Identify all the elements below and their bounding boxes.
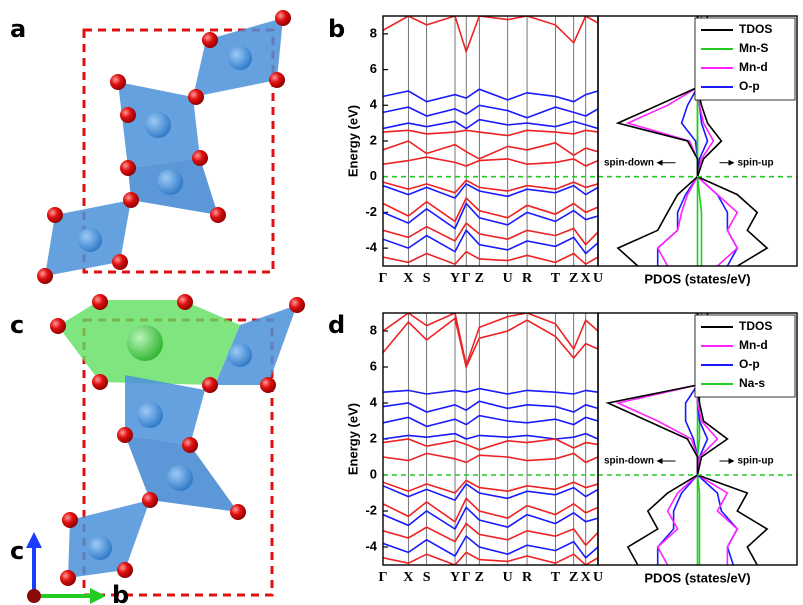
y-tick-label: -2	[365, 502, 377, 517]
bands	[383, 313, 598, 565]
annotation: spin-up	[738, 456, 774, 467]
dos-line	[618, 313, 698, 565]
y-tick-label: -2	[365, 204, 377, 219]
x-tick-label: T	[551, 271, 561, 286]
y-tick-label: -4	[365, 240, 377, 255]
x-tick-label: Z	[475, 271, 484, 286]
y-tick-label: 8	[370, 322, 377, 337]
x-axis-title: PDOS (states/eV)	[644, 271, 750, 286]
band-line	[383, 141, 598, 159]
band-line	[383, 552, 598, 565]
axis-label: c	[10, 537, 24, 565]
x-axis-title: PDOS (states/eV)	[644, 570, 750, 585]
band-line	[383, 313, 598, 365]
panel-label: d	[328, 311, 345, 339]
dos-line	[608, 313, 698, 565]
x-tick-label: U	[593, 271, 603, 286]
x-tick-label: X	[581, 271, 591, 286]
band-line	[383, 453, 598, 462]
band-line	[383, 130, 598, 135]
bands	[383, 16, 598, 264]
legend-label: Na-s	[739, 376, 765, 390]
x-tick-label: X	[403, 271, 413, 286]
band-line	[383, 120, 598, 129]
x-tick-label: Y	[450, 271, 460, 286]
x-tick-label: Y	[450, 570, 460, 585]
x-tick-label: S	[423, 570, 431, 585]
x-tick-label: X	[403, 570, 413, 585]
x-tick-label: R	[522, 271, 533, 286]
y-tick-label: 6	[370, 61, 377, 76]
band-line	[383, 484, 598, 500]
annotation: spin-down	[604, 157, 654, 168]
panel-label: a	[10, 15, 26, 43]
axis-label: b	[112, 581, 129, 605]
y-tick-label: 4	[370, 394, 378, 409]
legend-label: Mn-d	[739, 60, 768, 74]
page: a b c d	[0, 0, 803, 605]
x-tick-label: Γ	[379, 271, 388, 286]
y-tick-label: 6	[370, 358, 377, 373]
figure: a b c d	[0, 0, 803, 605]
legend-label: TDOS	[739, 22, 772, 36]
x-tick-label: R	[522, 570, 533, 585]
y-tick-label: 0	[370, 466, 377, 481]
x-tick-label: X	[581, 570, 591, 585]
x-tick-label: S	[423, 271, 431, 286]
panel-label: b	[328, 15, 345, 43]
y-tick-label: 2	[370, 132, 377, 147]
x-tick-label: Z	[569, 570, 578, 585]
band-line	[383, 16, 598, 52]
crystal-structure	[37, 10, 291, 284]
band-line	[383, 434, 598, 439]
band-line	[383, 157, 598, 166]
y-axis-title: Energy (eV)	[345, 105, 360, 177]
legend-label: O-p	[739, 79, 760, 93]
plot-frame	[383, 16, 598, 266]
annotation: spin-down	[604, 456, 654, 467]
band-line	[383, 389, 598, 394]
legend-label: TDOS	[739, 319, 772, 333]
x-tick-label: U	[593, 570, 603, 585]
band-line	[383, 536, 598, 558]
x-tick-label: U	[503, 570, 513, 585]
x-tick-label: T	[551, 570, 561, 585]
band-line	[383, 105, 598, 118]
band-line	[383, 89, 598, 102]
annotation: spin-up	[738, 157, 774, 168]
band-line	[383, 416, 598, 427]
legend-label: O-p	[739, 357, 760, 371]
panel-label: c	[10, 311, 24, 339]
y-axis-title: Energy (eV)	[345, 403, 360, 475]
crystal-structure	[26, 294, 305, 604]
x-tick-label: U	[503, 271, 513, 286]
y-tick-label: 0	[370, 168, 377, 183]
y-tick-label: 4	[370, 97, 378, 112]
y-tick-label: -4	[365, 538, 377, 553]
legend-label: Mn-S	[739, 41, 768, 55]
band-line	[383, 401, 598, 412]
x-tick-label: Z	[569, 271, 578, 286]
band-line	[383, 180, 598, 193]
y-tick-label: 2	[370, 430, 377, 445]
x-tick-label: Γ	[379, 570, 388, 585]
dos-line	[618, 16, 698, 266]
band-line	[383, 439, 598, 450]
x-tick-label: Γ	[462, 271, 471, 286]
band-line	[383, 252, 598, 265]
y-tick-label: 8	[370, 25, 377, 40]
band-line	[383, 524, 598, 546]
plot-frame	[383, 313, 598, 565]
band-line	[383, 318, 598, 367]
legend-label: Mn-d	[739, 338, 768, 352]
x-tick-label: Γ	[462, 570, 471, 585]
x-tick-label: Z	[475, 570, 484, 585]
